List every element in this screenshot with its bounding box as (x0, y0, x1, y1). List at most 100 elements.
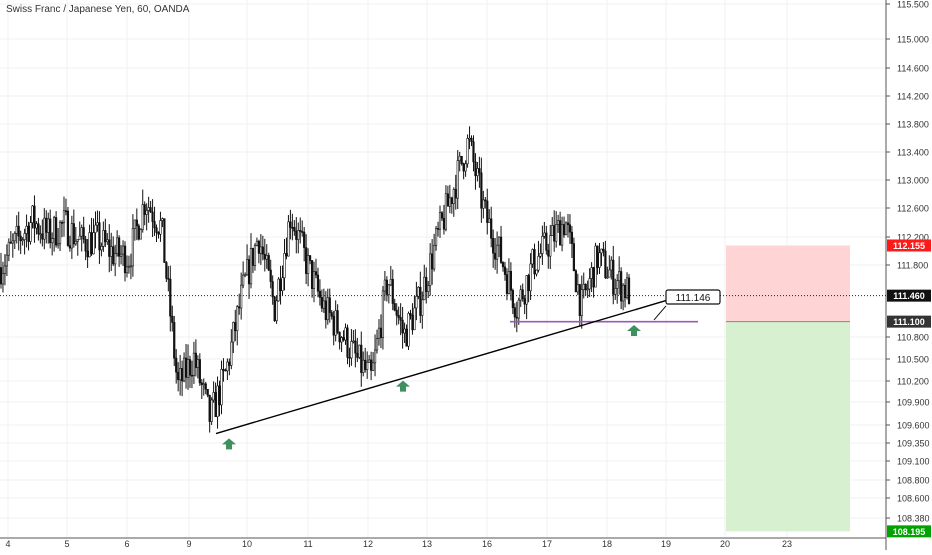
candle-body (527, 275, 530, 292)
candle-body (496, 244, 499, 260)
candle-body (427, 285, 430, 292)
candle-body (379, 327, 383, 339)
candle-body (555, 224, 558, 242)
candle-body (295, 230, 298, 240)
candle-body (358, 344, 361, 358)
candle-body (297, 230, 300, 240)
y-tick-label: 113.800 (897, 120, 929, 130)
candle-body (499, 236, 503, 263)
trendline[interactable] (215, 299, 669, 435)
candle-body (618, 271, 621, 282)
candle-body (513, 307, 516, 318)
y-tick-label: 113.000 (897, 176, 929, 186)
candle-body (511, 290, 514, 308)
y-tick-label: 110.500 (897, 355, 929, 365)
candle-body (251, 247, 255, 266)
candle-body (131, 228, 134, 267)
candle-body (612, 259, 615, 295)
candle-body (88, 232, 91, 258)
candle-body (53, 217, 56, 239)
candle-body (616, 280, 619, 289)
candle-body (417, 286, 420, 297)
candle-body (521, 289, 524, 299)
candle-body (244, 274, 247, 277)
candle-body (224, 369, 227, 372)
candle-body (397, 314, 400, 318)
candle-body (100, 245, 103, 251)
candle-body (564, 222, 568, 236)
candle-body (165, 262, 168, 279)
candle-body (490, 218, 493, 239)
candle-body (216, 385, 219, 418)
candle-body (68, 245, 71, 249)
candle-body (509, 270, 512, 291)
candle-body (279, 278, 282, 292)
candle-body (423, 276, 426, 301)
candle-body (590, 267, 593, 279)
candle-body (322, 300, 325, 309)
candle-body (204, 383, 207, 390)
candle-body (480, 172, 483, 209)
candle-body (405, 328, 408, 347)
candle-body (411, 314, 414, 331)
candle-body (236, 306, 239, 332)
candle-body (155, 227, 158, 233)
candle-body (539, 253, 542, 257)
candle-body (562, 224, 566, 236)
candle-body (533, 249, 536, 275)
x-tick-label: 13 (422, 539, 432, 549)
candle-body (72, 223, 75, 245)
candle-body (196, 359, 199, 368)
candle-body (198, 359, 201, 384)
candle-body (293, 227, 296, 232)
candle-body (627, 277, 631, 305)
candle-body (578, 284, 581, 316)
candle-body (186, 359, 190, 378)
candle-body (116, 237, 119, 254)
target-price-badge (887, 525, 931, 538)
candle-body (39, 233, 42, 236)
y-tick-label: 115.500 (897, 0, 929, 10)
candle-body (74, 240, 77, 245)
candle-body (184, 357, 188, 378)
stop-loss-zone (726, 245, 850, 322)
candle-body (157, 232, 160, 235)
candle-body (472, 141, 475, 163)
candle-body (434, 228, 438, 246)
candle-body (308, 255, 312, 261)
candle-body (82, 227, 85, 240)
x-tick-label: 20 (720, 539, 730, 549)
candle-body (171, 315, 174, 323)
candle-body (190, 374, 194, 377)
candle-body (141, 204, 144, 230)
candle-body (188, 359, 192, 376)
candle-body (80, 227, 83, 237)
candle-body (620, 271, 623, 302)
candle-body (114, 253, 117, 265)
candle-body (257, 240, 260, 254)
candle-body (332, 315, 335, 336)
candle-body (559, 220, 562, 246)
candle-body (440, 212, 444, 219)
candle-body (277, 278, 280, 302)
candle-body (450, 197, 453, 204)
up-arrow-icon (627, 325, 641, 337)
target-price-label: 108.195 (893, 527, 926, 537)
candle-body (429, 253, 432, 286)
candle-body (123, 245, 127, 274)
candle-body (474, 161, 477, 177)
candle-body (602, 248, 605, 252)
candle-body (460, 155, 463, 164)
entry-price-label: 111.100 (893, 317, 925, 327)
y-tick-label: 108.800 (897, 476, 930, 486)
candle-body (574, 270, 577, 293)
y-tick-label: 112.600 (897, 204, 929, 214)
candle-body (543, 232, 546, 237)
candle-body (515, 316, 518, 319)
candle-body (19, 235, 22, 242)
candle-body (90, 232, 93, 255)
y-tick-label: 109.600 (897, 421, 930, 431)
candle-body (336, 310, 339, 333)
candle-body (112, 246, 115, 265)
